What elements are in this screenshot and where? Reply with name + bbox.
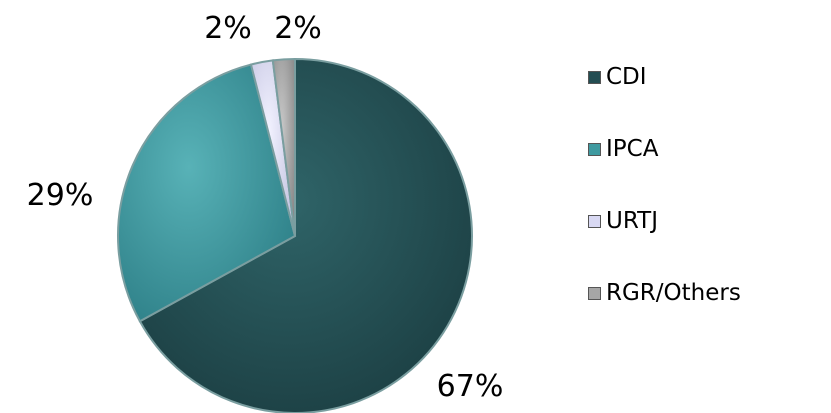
legend-label-rgr-others: RGR/Others — [606, 280, 741, 306]
legend-item-urtj: URTJ — [588, 206, 741, 236]
legend-swatch-rgr-others — [588, 286, 601, 300]
legend-swatch-urtj — [588, 214, 601, 228]
legend: CDI IPCA URTJ RGR/Others — [588, 62, 741, 350]
data-label-cdi: 67% — [437, 369, 504, 404]
legend-label-ipca: IPCA — [606, 136, 659, 162]
legend-item-ipca: IPCA — [588, 134, 741, 164]
legend-item-rgr-others: RGR/Others — [588, 278, 741, 308]
data-label-urtj: 2% — [204, 11, 252, 46]
pie-slice-cdi — [138, 57, 473, 413]
legend-item-cdi: CDI — [588, 62, 741, 92]
legend-swatch-cdi — [588, 70, 601, 84]
pie-slice-ipca — [117, 63, 297, 323]
data-label-ipca: 29% — [27, 178, 94, 213]
data-label-rgr-others: 2% — [274, 11, 322, 46]
legend-label-urtj: URTJ — [606, 208, 658, 234]
pie-slice-rgr-others — [271, 57, 296, 237]
legend-label-cdi: CDI — [606, 64, 647, 90]
legend-swatch-ipca — [588, 142, 601, 156]
